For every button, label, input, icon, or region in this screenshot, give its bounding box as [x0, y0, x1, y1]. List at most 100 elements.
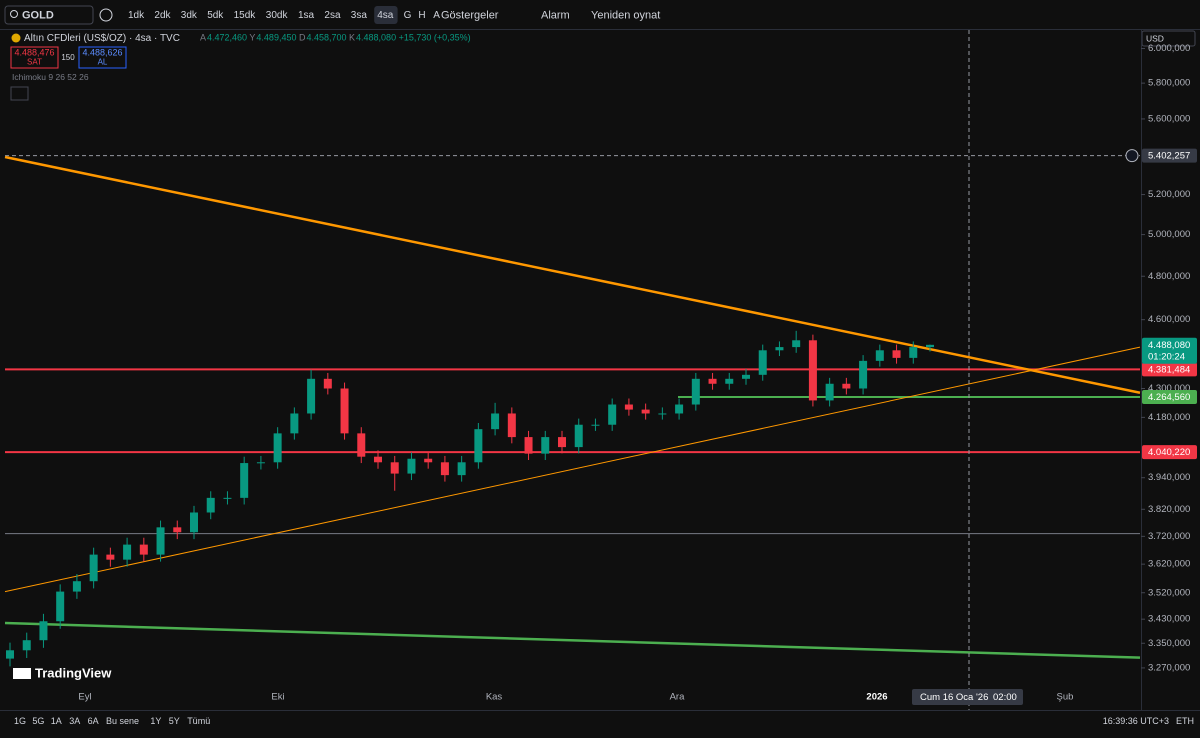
- range-button[interactable]: 5G: [32, 716, 44, 726]
- countdown: 01:20:24: [1148, 351, 1185, 362]
- range-button[interactable]: Bu sene: [106, 716, 139, 726]
- crosshair-plus[interactable]: [1125, 149, 1139, 163]
- ohlc-change: +15,730 (+0,35%): [399, 33, 471, 43]
- interval-button[interactable]: 2dk: [154, 10, 171, 21]
- candle-body: [641, 409, 650, 414]
- interval-button[interactable]: 30dk: [266, 10, 289, 21]
- candle-body: [691, 378, 700, 405]
- y-tick-label: 4.300,000: [1148, 383, 1190, 394]
- price-label: 4.264,560: [1148, 392, 1190, 403]
- interval-button[interactable]: 1dk: [128, 10, 145, 21]
- y-tick-label: 6.000,000: [1148, 43, 1190, 54]
- interval-button[interactable]: 15dk: [234, 10, 257, 21]
- range-button[interactable]: 6A: [88, 716, 99, 726]
- price-label-bg: [1142, 362, 1197, 377]
- y-tick-label: 3.270,000: [1148, 662, 1190, 673]
- candle-body: [541, 437, 550, 454]
- candle-body: [123, 544, 132, 560]
- buy-box[interactable]: [78, 46, 127, 69]
- spread: 150: [61, 53, 75, 62]
- range-button[interactable]: 5Y: [169, 716, 180, 726]
- candle-body: [307, 378, 316, 414]
- y-tick-label: 4.600,000: [1148, 314, 1190, 325]
- alarm-button[interactable]: Alarm: [541, 9, 570, 21]
- candle-body: [72, 581, 81, 592]
- candle-body: [558, 437, 566, 448]
- candle-body: [808, 340, 817, 401]
- candle-body: [106, 554, 115, 560]
- range-button[interactable]: 1G: [14, 716, 26, 726]
- interval-button[interactable]: 4sa: [377, 10, 394, 21]
- candle-body: [256, 462, 265, 464]
- candle-body: [742, 374, 750, 379]
- range-button[interactable]: 3A: [69, 716, 80, 726]
- candle-body: [22, 640, 31, 651]
- candle-body: [474, 429, 483, 463]
- buy-price: 4.488,626: [82, 47, 122, 57]
- candle-body: [507, 413, 516, 438]
- symbol-icon: [11, 33, 21, 43]
- y-tick-label: 5.800,000: [1148, 78, 1190, 89]
- candle-body: [223, 497, 232, 499]
- y-tick-label: 4.180,000: [1148, 412, 1190, 423]
- range-button[interactable]: 1A: [51, 716, 62, 726]
- session[interactable]: ETH: [1176, 716, 1194, 726]
- logo: TradingView: [35, 665, 112, 680]
- candle-body: [491, 413, 500, 430]
- interval-button[interactable]: A: [433, 10, 440, 21]
- sell-label: SAT: [27, 58, 42, 67]
- candle-body: [875, 350, 884, 361]
- y-tick-label: 3.940,000: [1148, 472, 1190, 483]
- sell-price: 4.488,476: [14, 47, 54, 57]
- indicator-name: Ichimoku 9 26 52 26: [12, 72, 89, 82]
- y-tick-label: 5.600,000: [1148, 113, 1190, 124]
- crosshair-time: 02:00: [993, 692, 1017, 703]
- collapse-button[interactable]: [10, 86, 29, 101]
- sell-box[interactable]: [10, 46, 59, 69]
- y-tick-label: 3.350,000: [1148, 638, 1190, 649]
- candle-body: [926, 344, 934, 348]
- legend-ohlc: A4.472,460 Y4.489,450 D4.458,700 K4.488,…: [200, 33, 471, 43]
- ohlc-value: 4.472,460: [207, 33, 249, 43]
- x-tick-label: Ara: [670, 692, 686, 703]
- candle-body: [775, 347, 784, 351]
- candle-body: [909, 347, 918, 358]
- ohlc-key: D: [299, 33, 306, 43]
- interval-button[interactable]: 1sa: [298, 10, 315, 21]
- replay-button[interactable]: Yeniden oynat: [591, 9, 660, 21]
- x-tick-label: Şub: [1057, 692, 1074, 703]
- candle-body: [708, 378, 717, 384]
- candle-body: [340, 388, 349, 434]
- interval-button[interactable]: H: [418, 10, 425, 21]
- candle-body: [574, 424, 583, 448]
- range-button[interactable]: Tümü: [187, 716, 210, 726]
- crosshair-price: 5.402,257: [1148, 151, 1190, 162]
- search-box[interactable]: [4, 5, 94, 25]
- symbol[interactable]: GOLD: [22, 9, 54, 21]
- interval-button[interactable]: 2sa: [324, 10, 341, 21]
- candle-body: [56, 591, 65, 622]
- price-label: 4.381,484: [1148, 364, 1190, 375]
- candle-body: [457, 462, 466, 476]
- candle-body: [424, 458, 433, 463]
- candle-body: [6, 650, 14, 659]
- candle-body: [374, 456, 382, 463]
- candle-body: [624, 404, 633, 410]
- currency[interactable]: USD: [1146, 33, 1164, 43]
- candle-body: [608, 404, 617, 425]
- y-tick-label: 5.000,000: [1148, 229, 1190, 240]
- candle-body: [675, 404, 684, 414]
- candle-body: [323, 378, 332, 389]
- interval-button[interactable]: 5dk: [207, 10, 224, 21]
- indicators-button[interactable]: Göstergeler: [441, 9, 499, 21]
- buy-label: AL: [98, 58, 108, 67]
- y-tick-label: 3.620,000: [1148, 559, 1190, 570]
- candle-body: [591, 424, 600, 426]
- compare-button[interactable]: [99, 8, 113, 22]
- range-button[interactable]: 1Y: [150, 716, 161, 726]
- interval-button[interactable]: G: [404, 10, 412, 21]
- interval-button[interactable]: 3sa: [351, 10, 368, 21]
- interval-button[interactable]: 3dk: [181, 10, 198, 21]
